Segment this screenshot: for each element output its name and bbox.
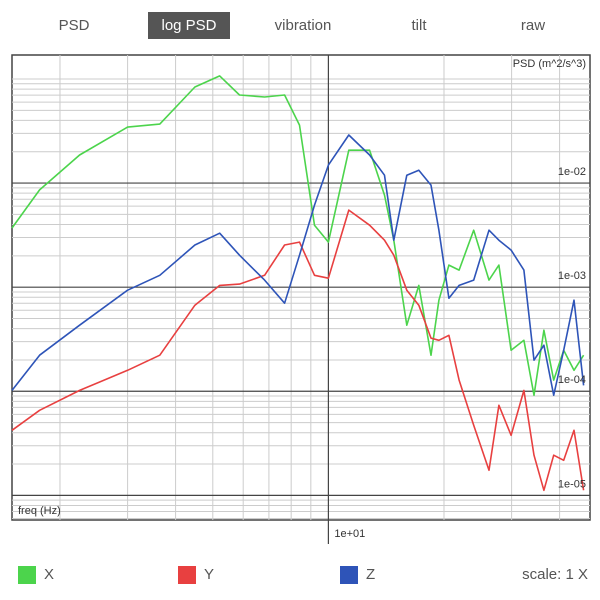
legend-swatch bbox=[178, 566, 196, 584]
legend-label: Z bbox=[366, 566, 375, 583]
y-tick-label: 1e-02 bbox=[558, 166, 586, 178]
tab-highlight bbox=[148, 12, 230, 39]
tabs: PSD log PSD vibration tilt raw bbox=[59, 12, 545, 39]
series-line bbox=[11, 75, 585, 396]
series-line bbox=[11, 209, 585, 492]
legend-label: Y bbox=[204, 566, 214, 583]
legend-swatch bbox=[340, 566, 358, 584]
legend-label: X bbox=[44, 566, 54, 583]
legend-swatch bbox=[18, 566, 36, 584]
x-tick-label: 1e+01 bbox=[334, 528, 365, 540]
tab[interactable]: tilt bbox=[412, 17, 428, 34]
series-line bbox=[11, 134, 585, 396]
y-axis-label: PSD (m^2/s^3) bbox=[513, 58, 586, 70]
y-tick-label: 1e-04 bbox=[558, 374, 586, 386]
tab[interactable]: raw bbox=[521, 17, 545, 34]
y-tick-label: 1e-03 bbox=[558, 270, 586, 282]
grid bbox=[12, 55, 590, 544]
y-tick-label: 1e-05 bbox=[558, 478, 586, 490]
labels: PSD (m^2/s^3) freq (Hz) 1e-05 1e-04 1e-03 1… bbox=[18, 58, 586, 540]
scale-label[interactable]: scale: 1 X bbox=[522, 566, 588, 583]
legend: scale: 1 X X Y Z bbox=[18, 566, 588, 584]
tab[interactable]: vibration bbox=[275, 17, 332, 34]
x-axis-label: freq (Hz) bbox=[18, 505, 61, 517]
tab[interactable]: log PSD bbox=[161, 17, 216, 34]
tab[interactable]: PSD bbox=[59, 17, 90, 34]
lines bbox=[11, 75, 585, 492]
